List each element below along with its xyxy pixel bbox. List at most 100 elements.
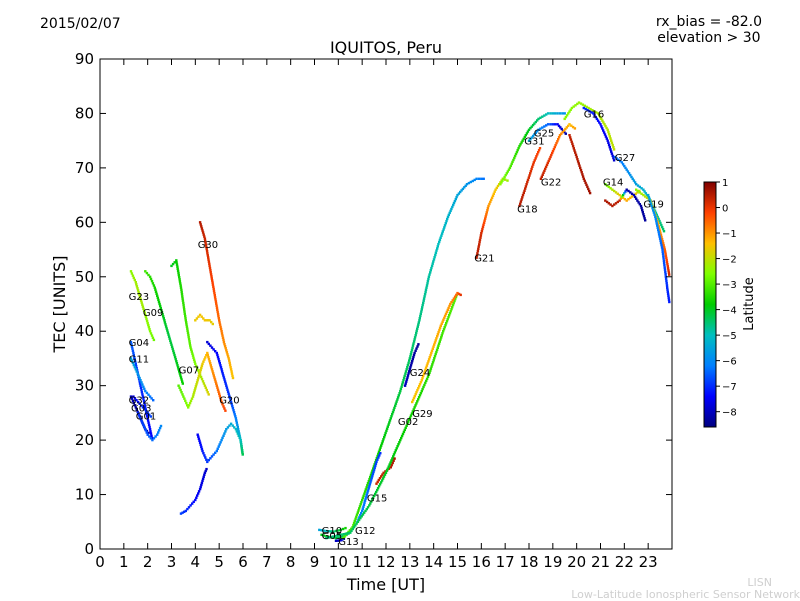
data-point (569, 108, 572, 111)
data-point (355, 522, 358, 525)
data-point (200, 377, 204, 381)
data-point (609, 148, 612, 151)
data-point (624, 166, 627, 170)
data-point (144, 429, 147, 432)
data-point (135, 370, 138, 373)
label-g09: G09 (143, 308, 163, 319)
data-point (663, 264, 666, 267)
data-point (200, 315, 203, 318)
data-point (555, 141, 558, 145)
data-point (133, 404, 136, 407)
data-point (445, 219, 448, 223)
data-point (531, 165, 534, 168)
data-point (506, 179, 509, 182)
data-point (440, 336, 443, 339)
data-point (187, 506, 191, 509)
data-point (549, 123, 552, 126)
data-point (185, 401, 188, 405)
data-point (650, 204, 653, 208)
y-tick-label: 30 (75, 377, 94, 395)
data-point (596, 112, 600, 115)
data-point (607, 132, 611, 136)
data-point (481, 225, 485, 229)
data-point (392, 459, 395, 462)
data-point (197, 437, 201, 440)
data-point (201, 477, 205, 481)
data-point (625, 199, 628, 202)
data-point (216, 447, 219, 450)
data-point (446, 308, 449, 312)
data-point (205, 354, 208, 357)
data-point (663, 268, 667, 271)
series-track-11 (196, 422, 244, 464)
data-point (150, 279, 154, 283)
data-point (351, 527, 354, 531)
data-point (187, 338, 191, 341)
data-point (197, 490, 201, 493)
label-g04: G04 (129, 338, 149, 349)
data-point (587, 187, 590, 191)
data-point (133, 278, 136, 282)
data-point (151, 282, 155, 285)
data-point (443, 224, 447, 227)
data-point (403, 374, 406, 378)
data-point (610, 141, 614, 144)
data-point (231, 374, 234, 378)
data-point (570, 124, 573, 127)
x-tick-label: 11 (353, 553, 372, 571)
data-point (206, 340, 209, 344)
data-point (169, 341, 173, 344)
data-point (320, 529, 323, 532)
data-point (475, 177, 478, 180)
data-point (184, 509, 187, 513)
data-point (623, 198, 627, 201)
data-point (201, 231, 205, 234)
data-point (180, 288, 183, 291)
data-point (431, 347, 434, 350)
data-point (557, 138, 560, 141)
data-point (228, 424, 231, 427)
data-point (414, 392, 417, 396)
data-point (661, 227, 665, 231)
label-g20: G20 (219, 395, 239, 406)
data-point (188, 401, 192, 405)
data-point (171, 347, 174, 351)
series-track-9 (194, 313, 214, 326)
data-point (363, 492, 366, 495)
data-point (475, 256, 478, 259)
data-point (404, 426, 407, 430)
data-point (554, 123, 557, 126)
data-point (657, 233, 661, 236)
data-point (570, 140, 573, 143)
data-point (331, 535, 335, 538)
data-point (130, 343, 133, 346)
data-point (402, 430, 406, 434)
label-g05: G05 (322, 531, 342, 542)
data-point (441, 332, 444, 335)
data-point (586, 109, 589, 112)
data-point (454, 297, 457, 301)
data-point (197, 374, 201, 378)
data-point (219, 325, 222, 329)
data-point (175, 263, 179, 266)
data-point (435, 350, 438, 354)
data-point (603, 123, 606, 126)
data-point (212, 453, 215, 456)
data-point (452, 201, 456, 205)
data-point (142, 424, 146, 428)
data-point (418, 319, 421, 322)
data-point (356, 520, 360, 523)
data-point (591, 109, 594, 112)
data-point (431, 363, 434, 366)
data-point (377, 450, 381, 453)
data-point (371, 472, 375, 476)
data-point (664, 275, 667, 278)
data-point (229, 368, 233, 371)
data-point (375, 482, 378, 485)
data-point (214, 298, 217, 301)
data-point (140, 404, 143, 407)
data-point (204, 243, 208, 247)
data-point (602, 121, 605, 124)
data-point (522, 191, 525, 195)
data-point (606, 128, 609, 131)
